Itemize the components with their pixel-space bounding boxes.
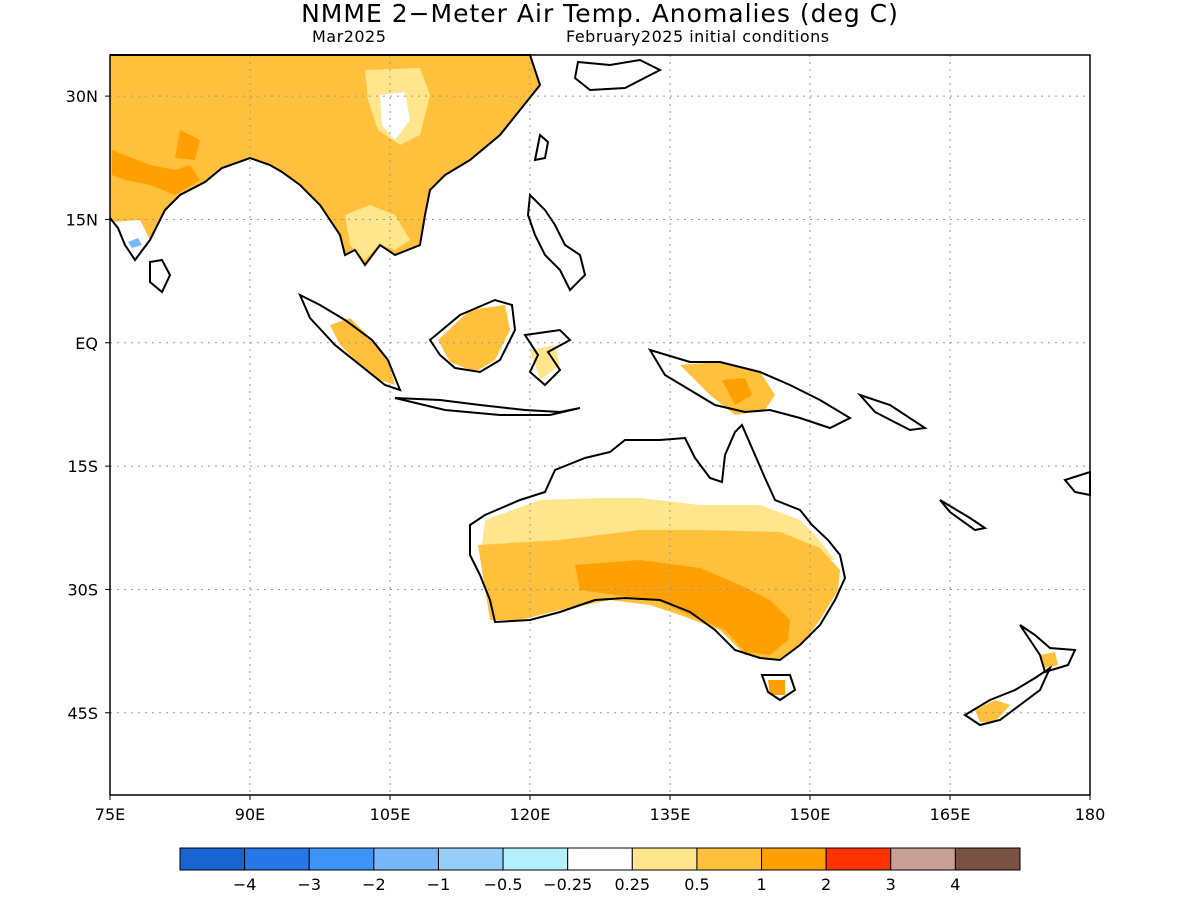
tasmania-coastline <box>760 674 797 702</box>
gridlines <box>110 55 1090 795</box>
colorbar-swatch <box>179 847 246 871</box>
latitude-tick: EQ <box>75 334 98 353</box>
colorbar-swatch <box>502 847 569 871</box>
tasmania-anomaly <box>768 680 785 695</box>
colorbar-label: −1 <box>427 875 451 894</box>
philippines-coastline <box>526 192 587 292</box>
java-coastline <box>394 397 581 416</box>
colorbar-label: −0.25 <box>543 875 592 894</box>
colorbar-swatch <box>696 847 763 871</box>
nz-north-coastline <box>1019 624 1077 674</box>
sulawesi-coastline <box>523 328 572 387</box>
colorbar-labels: −4 −3 −2 −1 −0.5 −0.25 0.25 0.5 1 2 3 4 <box>233 875 961 894</box>
japan-coastline <box>573 58 663 92</box>
colorbar-swatch <box>437 847 504 871</box>
sri-lanka-coastline <box>149 258 172 294</box>
colorbar-swatch <box>825 847 892 871</box>
map-title: NMME 2−Meter Air Temp. Anomalies (deg C) <box>301 0 899 28</box>
colorbar-swatch <box>631 847 698 871</box>
longitude-tick: 135E <box>650 805 691 824</box>
initial-conditions-label: February2025 initial conditions <box>566 27 830 46</box>
new-caledonia-coastline <box>939 499 988 532</box>
new-guinea-coastline <box>647 348 853 430</box>
colorbar-label: −0.5 <box>484 875 523 894</box>
colorbar-label: 0.5 <box>684 875 709 894</box>
himalaya-warm-patch <box>175 130 200 160</box>
colorbar-label: 4 <box>950 875 960 894</box>
colorbar-label: 1 <box>756 875 766 894</box>
longitude-tick: 105E <box>370 805 411 824</box>
asia-strong-anomaly <box>112 150 200 195</box>
latitude-tick: 30S <box>67 580 98 599</box>
map-frame <box>109 54 1091 796</box>
colorbar-label: −4 <box>233 875 257 894</box>
colorbar-swatch <box>244 847 310 871</box>
longitude-tick: 90E <box>235 805 265 824</box>
colorbar-swatch <box>308 847 375 871</box>
colorbar-swatch <box>373 847 439 871</box>
indochina-weak-anomaly <box>345 205 410 260</box>
colorbar-label: −3 <box>297 875 321 894</box>
new-guinea-strong <box>722 378 752 405</box>
australia-strong-anomaly <box>575 560 790 655</box>
latitude-tick: 45S <box>67 704 98 723</box>
latitude-tick: 15S <box>67 457 98 476</box>
longitude-tick: 75E <box>95 805 125 824</box>
longitude-tick: 150E <box>790 805 831 824</box>
coastlines <box>109 54 1091 727</box>
anomaly-shading <box>110 55 1058 722</box>
forecast-month: Mar2025 <box>312 27 387 46</box>
latitude-tick: 15N <box>66 210 98 229</box>
colorbar <box>179 847 1021 871</box>
colorbar-swatch <box>761 847 827 871</box>
longitude-tick: 120E <box>510 805 551 824</box>
borneo-coastline <box>428 298 517 374</box>
latitude-tick: 30N <box>66 87 98 106</box>
nz-south-coastline <box>963 665 1053 727</box>
longitude-tick: 165E <box>930 805 971 824</box>
longitude-tick-labels: 75E 90E 105E 120E 135E 150E 165E 180 <box>95 795 1106 824</box>
sumatra-coastline <box>297 292 402 392</box>
nz-anomaly <box>975 700 1010 722</box>
australia-coastline <box>469 423 847 662</box>
colorbar-label: 0.25 <box>614 875 650 894</box>
borneo-anomaly <box>438 305 510 372</box>
colorbar-swatch <box>954 847 1021 871</box>
colorbar-label: 2 <box>821 875 831 894</box>
colorbar-label: 3 <box>886 875 896 894</box>
china-neutral-core <box>380 92 410 140</box>
sumatra-anomaly <box>330 318 395 385</box>
solomon-coastline <box>856 392 928 432</box>
colorbar-swatch <box>890 847 956 871</box>
colorbar-label: −2 <box>362 875 386 894</box>
longitude-tick: 180 <box>1075 805 1106 824</box>
latitude-tick-labels: 30N 15N EQ 15S 30S 45S <box>66 87 110 723</box>
asia-anomaly-region <box>110 55 540 265</box>
colorbar-swatch <box>567 847 633 871</box>
taiwan-coastline <box>533 133 550 162</box>
australia-north-neutral <box>540 460 760 495</box>
fiji-coastline <box>1063 470 1091 497</box>
nz-north-anomaly <box>1040 652 1058 668</box>
sri-lanka-cool-dot <box>128 238 142 248</box>
asia-coastline <box>109 54 542 267</box>
